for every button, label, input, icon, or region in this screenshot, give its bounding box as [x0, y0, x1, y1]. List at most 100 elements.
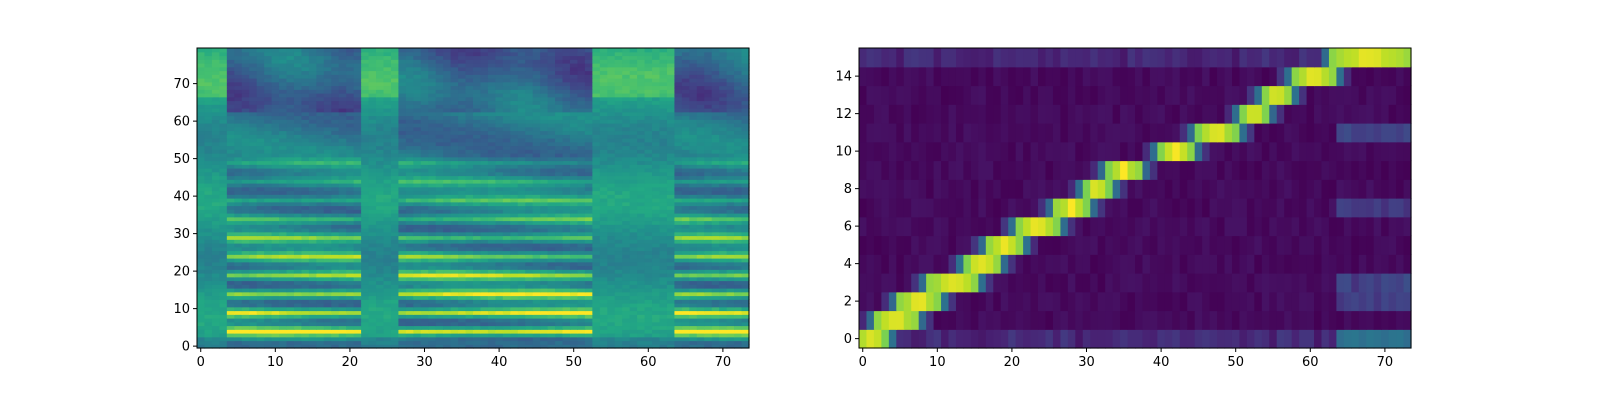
heatmap-cell	[592, 209, 601, 214]
heatmap-cell	[614, 183, 623, 188]
heatmap-cell	[286, 168, 295, 173]
heatmap-cell	[719, 198, 728, 203]
heatmap-cell	[398, 111, 407, 117]
heatmap-cell	[487, 138, 496, 143]
heatmap-cell	[241, 314, 250, 319]
heatmap-cell	[361, 273, 370, 278]
heatmap-cell	[681, 284, 690, 289]
heatmap-cell	[592, 224, 601, 229]
heatmap-cell	[487, 325, 496, 330]
heatmap-cell	[234, 329, 243, 334]
heatmap-cell	[293, 280, 303, 285]
heatmap-cell	[234, 333, 243, 338]
heatmap-cell	[614, 119, 623, 124]
heatmap-cell	[607, 325, 616, 330]
heatmap-cell	[204, 310, 213, 315]
heatmap-cell	[741, 213, 750, 218]
heatmap-cell	[405, 265, 414, 270]
heatmap-cell	[644, 310, 653, 315]
heatmap-cell	[390, 246, 400, 252]
heatmap-cell	[652, 171, 661, 177]
heatmap-cell	[480, 321, 489, 327]
heatmap-cell	[711, 179, 720, 184]
heatmap-cell	[293, 250, 303, 255]
heatmap-cell	[226, 175, 235, 180]
heatmap-cell	[711, 340, 720, 345]
heatmap-cell	[741, 291, 750, 297]
heatmap-cell	[450, 134, 459, 139]
heatmap-cell	[413, 123, 422, 128]
heatmap-cell	[666, 209, 676, 214]
heatmap-cell	[241, 235, 250, 240]
heatmap-cell	[376, 123, 385, 128]
heatmap-cell	[689, 194, 698, 199]
heatmap-cell	[517, 183, 526, 188]
heatmap-cell	[741, 186, 750, 192]
heatmap-cell	[413, 295, 422, 300]
heatmap-cell	[435, 303, 444, 308]
heatmap-cell	[450, 288, 459, 293]
heatmap-cell	[353, 164, 362, 169]
heatmap-cell	[734, 340, 743, 345]
heatmap-cell	[197, 213, 206, 218]
heatmap-cell	[308, 310, 317, 315]
heatmap-cell	[622, 314, 631, 319]
heatmap-cell	[301, 119, 310, 124]
heatmap-cell	[458, 254, 467, 259]
heatmap-cell	[681, 303, 690, 308]
heatmap-cell	[734, 280, 743, 285]
heatmap-cell	[599, 228, 608, 233]
heatmap-cell	[517, 186, 526, 192]
heatmap-cell	[256, 111, 265, 117]
heatmap-cell	[234, 340, 243, 345]
heatmap-cell	[361, 239, 370, 244]
heatmap-cell	[241, 156, 250, 162]
heatmap-cell	[279, 288, 288, 293]
heatmap-cell	[338, 220, 347, 225]
heatmap-cell	[458, 220, 467, 225]
heatmap-cell	[293, 93, 303, 98]
heatmap-cell	[569, 291, 579, 297]
heatmap-cell	[599, 239, 608, 244]
heatmap-cell	[614, 239, 623, 244]
heatmap-cell	[323, 280, 332, 285]
heatmap-cell	[435, 194, 444, 199]
heatmap-cell	[547, 314, 556, 319]
heatmap-cell	[495, 216, 504, 222]
heatmap-cell	[577, 228, 586, 233]
heatmap-cell	[390, 111, 400, 117]
heatmap-cell	[689, 179, 698, 184]
heatmap-cell	[711, 213, 720, 218]
heatmap-cell	[368, 258, 377, 263]
heatmap-cell	[458, 183, 467, 188]
heatmap-cell	[413, 243, 422, 248]
heatmap-cell	[308, 318, 317, 323]
heatmap-cell	[465, 344, 474, 349]
heatmap-cell	[234, 164, 243, 169]
heatmap-cell	[726, 254, 735, 259]
heatmap-cell	[614, 190, 623, 195]
heatmap-cell	[487, 329, 496, 334]
heatmap-cell	[219, 164, 228, 169]
heatmap-cell	[428, 171, 437, 177]
heatmap-cell	[689, 119, 698, 124]
heatmap-cell	[629, 325, 638, 330]
heatmap-cell	[197, 141, 206, 147]
heatmap-cell	[666, 134, 676, 139]
heatmap-cell	[405, 246, 414, 252]
heatmap-cell	[376, 250, 385, 255]
heatmap-cell	[465, 141, 474, 147]
heatmap-cell	[435, 104, 444, 109]
heatmap-cell	[286, 299, 295, 304]
heatmap-cell	[659, 295, 668, 300]
heatmap-cell	[577, 156, 586, 162]
heatmap-cell	[517, 231, 526, 237]
heatmap-cell	[726, 96, 735, 102]
heatmap-cell	[279, 171, 288, 177]
heatmap-cell	[271, 224, 280, 229]
heatmap-cell	[562, 333, 571, 338]
heatmap-cell	[569, 119, 579, 124]
heatmap-cell	[637, 213, 646, 218]
heatmap-cell	[502, 194, 511, 199]
heatmap-cell	[264, 231, 273, 237]
